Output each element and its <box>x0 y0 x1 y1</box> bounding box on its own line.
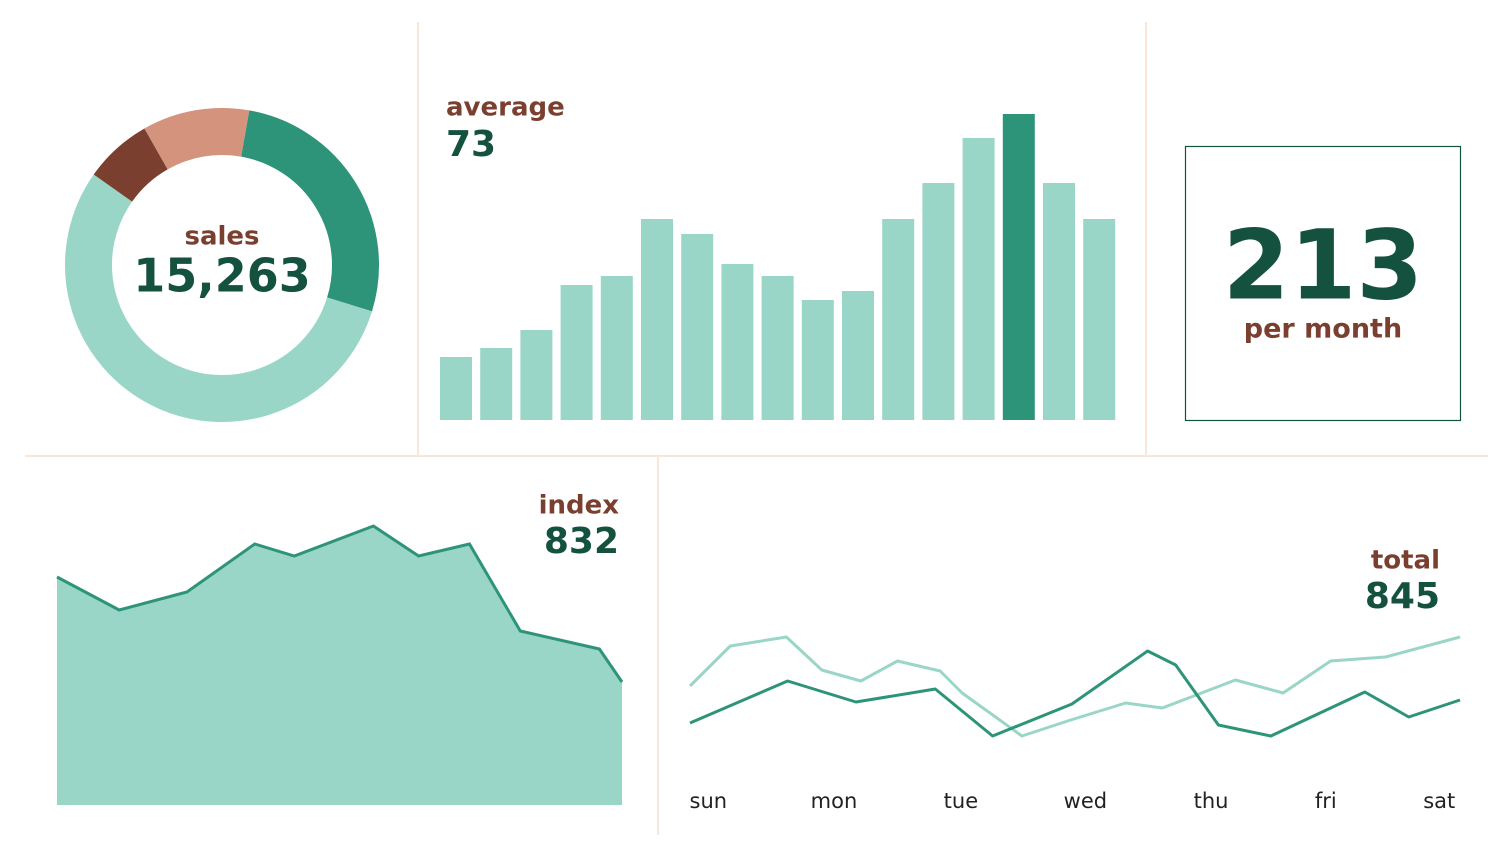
bar <box>801 300 834 420</box>
bar <box>681 234 714 420</box>
bar-value: 73 <box>446 124 496 165</box>
bar <box>882 219 915 420</box>
x-tick-label: sat <box>1423 789 1455 813</box>
bar <box>1083 219 1116 420</box>
donut-segment <box>144 108 250 170</box>
bar <box>1043 183 1075 420</box>
kpi-label: per month <box>1244 314 1402 345</box>
bar-title: average <box>446 93 565 123</box>
x-tick-label: mon <box>811 789 858 813</box>
kpi-value: 213 <box>1223 209 1423 321</box>
donut-segment <box>65 174 372 422</box>
bar <box>641 219 673 420</box>
bar <box>761 276 794 420</box>
bar <box>922 183 955 420</box>
bar <box>1002 114 1035 420</box>
donut-segment <box>93 128 169 203</box>
x-tick-label: fri <box>1315 789 1337 813</box>
area-value: 832 <box>544 521 619 562</box>
bar <box>440 357 472 420</box>
bar <box>520 330 553 420</box>
bar <box>842 291 874 420</box>
line-series <box>688 635 1461 738</box>
x-tick-label: wed <box>1064 789 1107 813</box>
kpi-box <box>1184 145 1462 422</box>
bar <box>721 264 754 420</box>
line-series <box>689 649 1461 738</box>
bar <box>560 285 593 420</box>
donut-value: 15,263 <box>133 249 311 303</box>
bar <box>480 348 513 420</box>
bar <box>962 138 995 420</box>
x-tick-label: thu <box>1194 789 1229 813</box>
donut-title: sales <box>184 222 259 252</box>
bar <box>600 276 633 420</box>
area-title: index <box>539 491 620 521</box>
line-value: 845 <box>1365 576 1440 617</box>
area-line <box>56 524 624 683</box>
area-fill <box>57 526 622 805</box>
x-tick-label: tue <box>944 789 978 813</box>
x-tick-label: sun <box>690 789 728 813</box>
line-title: total <box>1371 546 1440 576</box>
donut-segment <box>240 110 379 312</box>
